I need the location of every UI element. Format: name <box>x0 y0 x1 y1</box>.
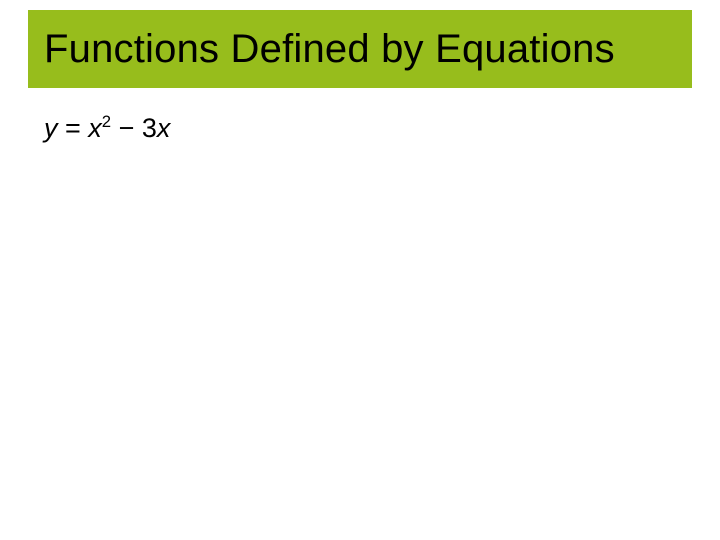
equation-lhs-var: y <box>44 113 58 143</box>
title-banner: Functions Defined by Equations <box>28 10 692 88</box>
slide: Functions Defined by Equations y = x2 − … <box>0 0 720 540</box>
equation-rhs-var2: x <box>157 113 171 143</box>
equation-rhs-base: x <box>88 113 102 143</box>
slide-body: y = x2 − 3x <box>44 112 170 144</box>
equation-eq-sign: = <box>58 113 89 143</box>
equation-minus-term: − 3 <box>111 113 157 143</box>
equation-rhs-exponent: 2 <box>102 112 111 131</box>
slide-title: Functions Defined by Equations <box>44 27 615 72</box>
equation-text: y = x2 − 3x <box>44 112 170 144</box>
